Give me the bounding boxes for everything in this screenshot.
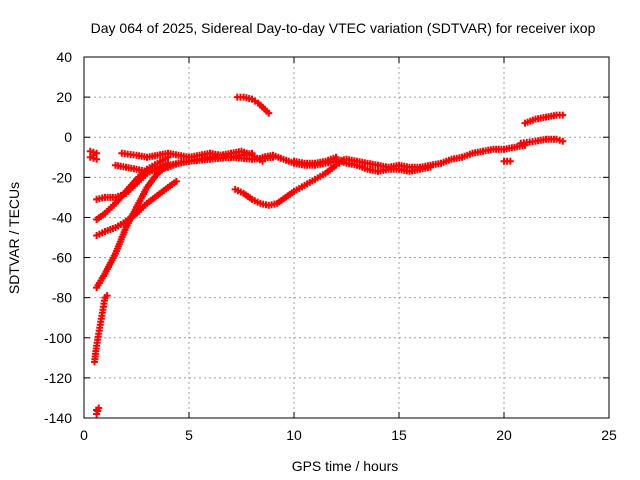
x-tick-label: 25: [601, 427, 617, 443]
data-point: [332, 153, 340, 161]
x-tick-labels: 0 5 10 15 20 25: [80, 427, 617, 443]
y-tick-label: 0: [64, 129, 72, 145]
chart-title: Day 064 of 2025, Sidereal Day-to-day VTE…: [91, 20, 596, 36]
data-point: [559, 111, 567, 119]
y-tick-label: -100: [44, 330, 72, 346]
y-tick-label: 40: [56, 49, 72, 65]
y-tick-label: -60: [52, 250, 72, 266]
y-tick-label: -140: [44, 410, 72, 426]
data-points: [86, 93, 567, 418]
y-tick-label: -80: [52, 290, 72, 306]
y-tick-label: -120: [44, 370, 72, 386]
y-tick-label: -40: [52, 209, 72, 225]
data-point: [93, 155, 101, 163]
x-tick-label: 15: [391, 427, 407, 443]
y-tick-labels: -140 -120 -100 -80 -60 -40 -20 0 20 40: [44, 49, 72, 426]
data-point: [95, 404, 103, 412]
x-tick-label: 5: [185, 427, 193, 443]
x-tick-label: 0: [80, 427, 88, 443]
data-point: [559, 137, 567, 145]
x-axis-label: GPS time / hours: [292, 458, 399, 474]
data-point: [506, 157, 514, 165]
y-tick-label: 20: [56, 89, 72, 105]
data-point: [265, 109, 273, 117]
data-point: [103, 292, 111, 300]
x-tick-label: 10: [286, 427, 302, 443]
y-tick-label: -20: [52, 169, 72, 185]
axis-ticks: [83, 56, 610, 419]
x-tick-label: 20: [496, 427, 512, 443]
y-axis-label: SDTVAR / TECUs: [6, 182, 22, 294]
data-point: [427, 163, 434, 171]
data-point: [172, 177, 180, 185]
grid-lines: [84, 57, 609, 418]
plot-frame: [83, 56, 610, 419]
